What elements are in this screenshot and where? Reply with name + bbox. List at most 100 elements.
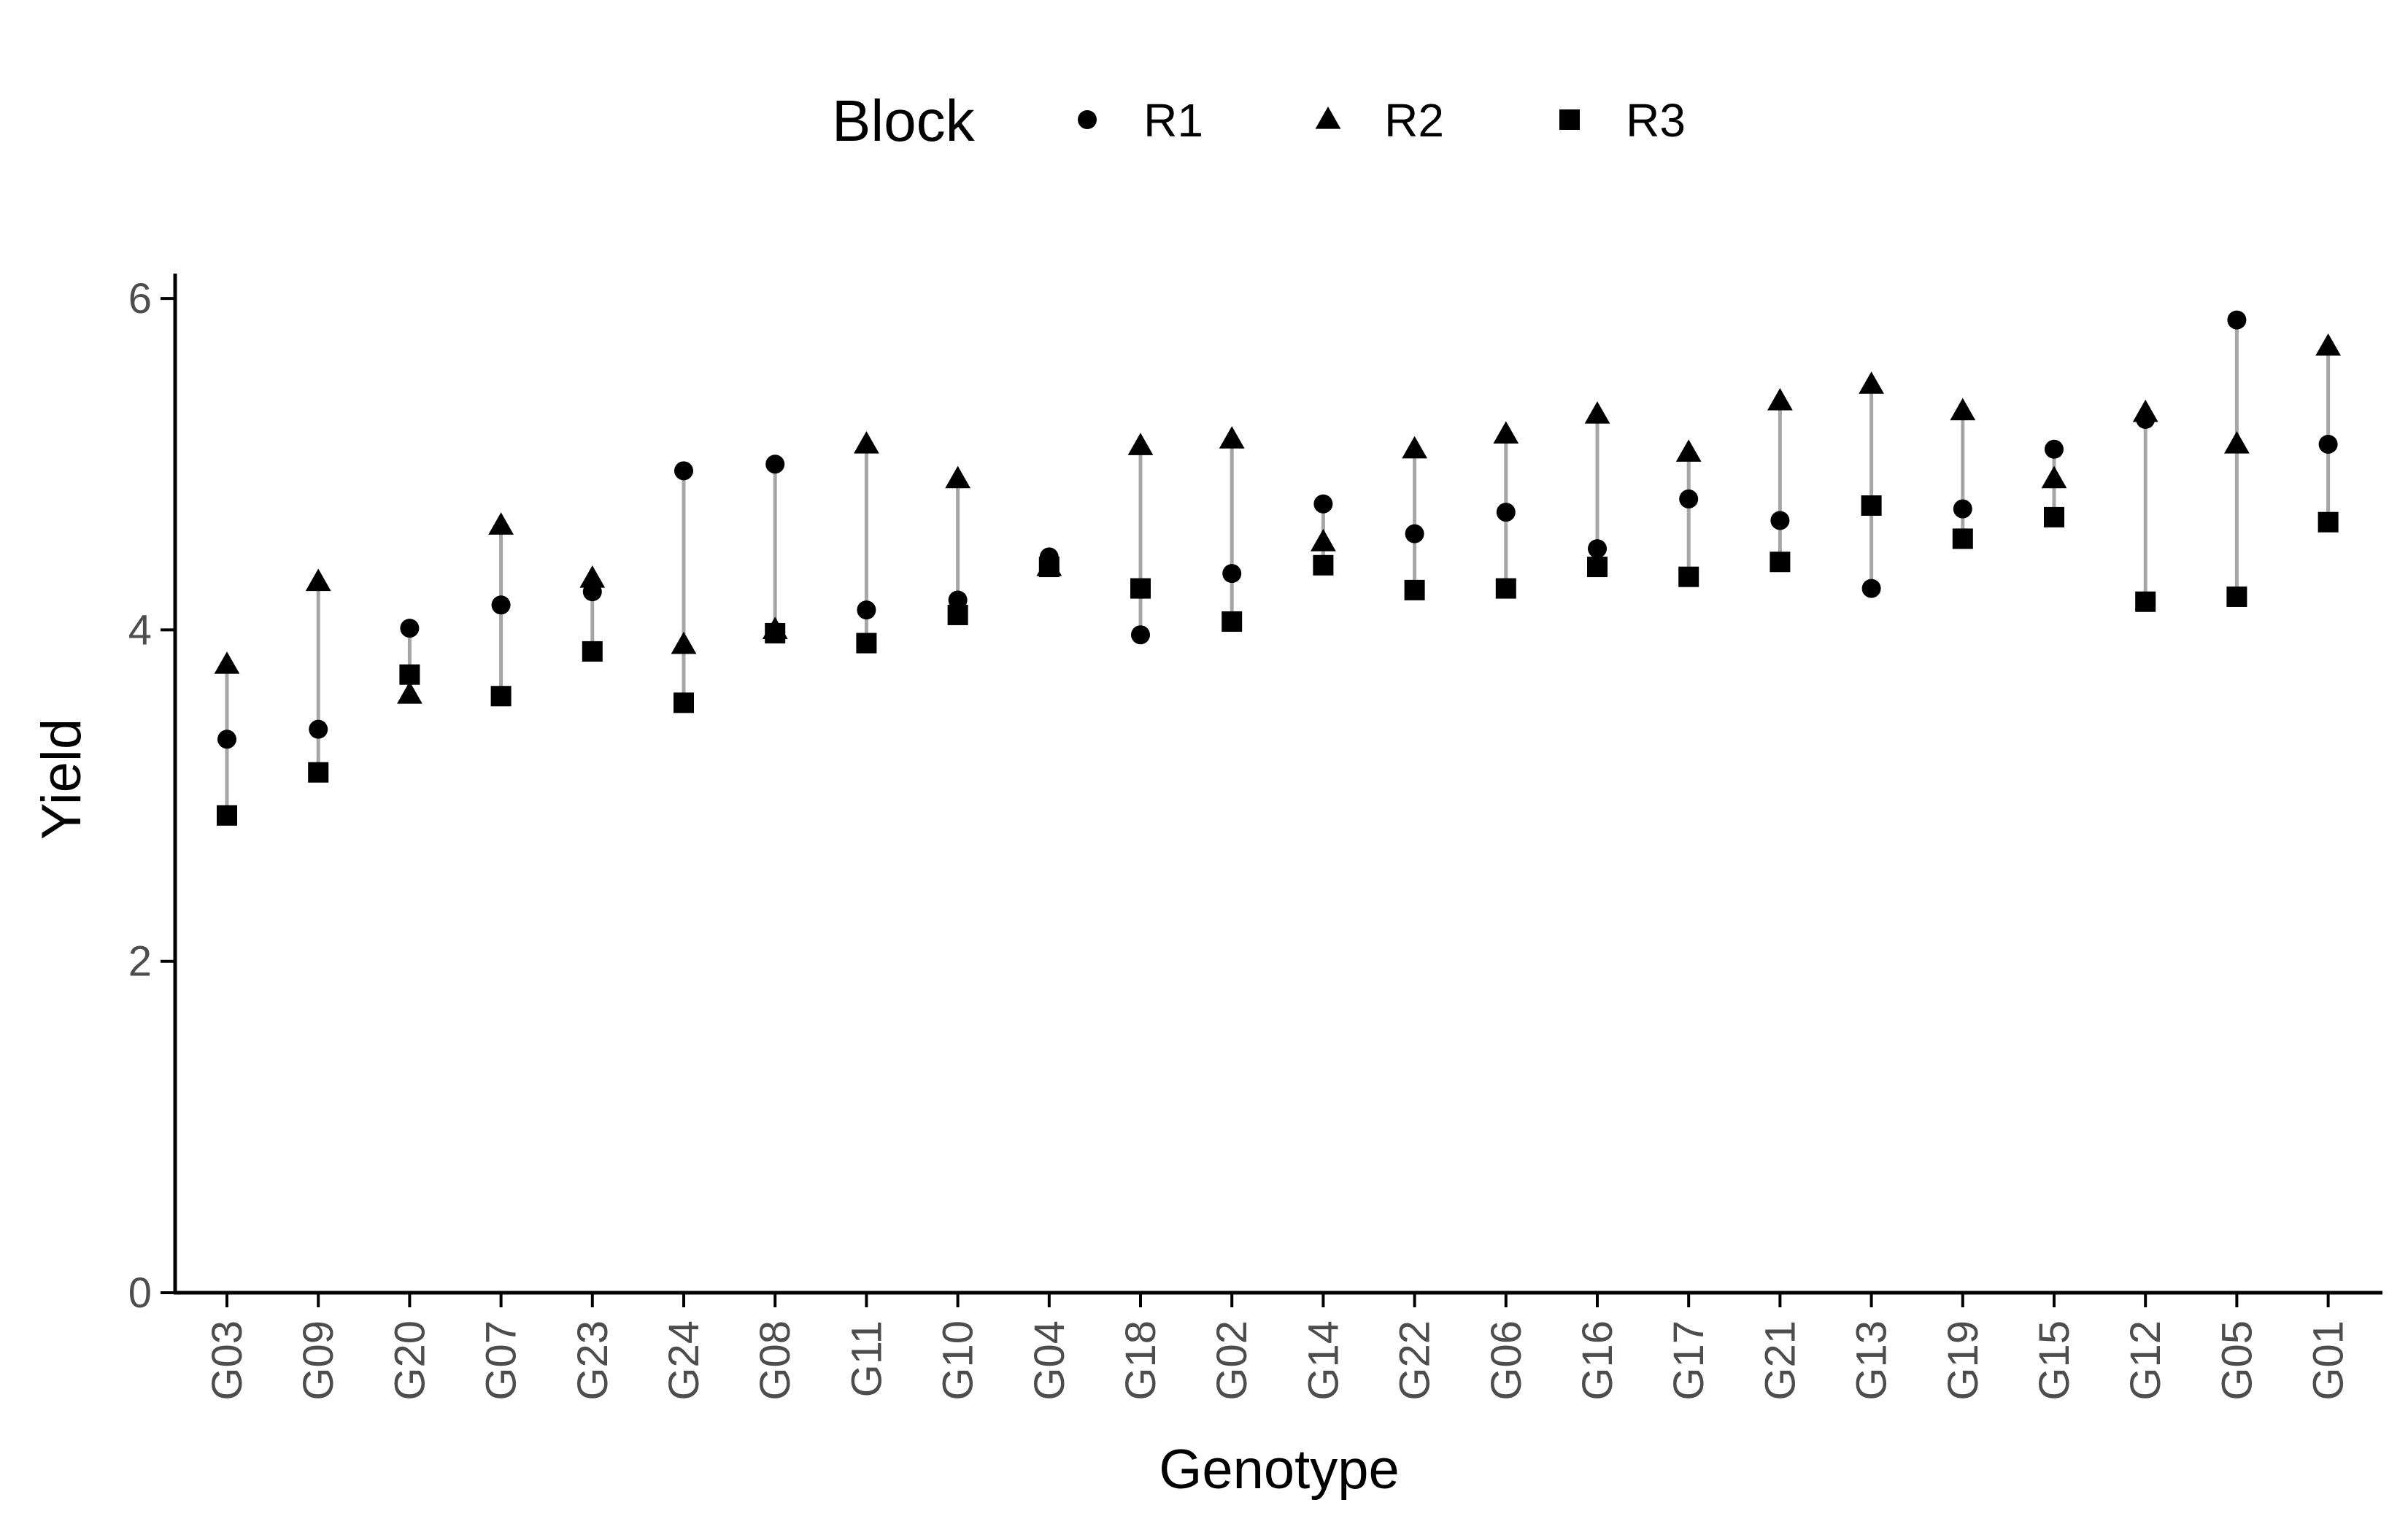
- legend-title: Block: [832, 88, 976, 153]
- point-R1-G18: [1131, 625, 1150, 645]
- point-R1-G15: [2045, 439, 2064, 459]
- x-tick-label-G19: G19: [1940, 1320, 1987, 1401]
- x-tick-label-G12: G12: [2122, 1320, 2169, 1401]
- point-R3-G21: [1770, 552, 1791, 573]
- x-tick-label-G08: G08: [752, 1320, 799, 1401]
- legend-label-R1: R1: [1143, 94, 1203, 147]
- point-R2-G20: [397, 681, 422, 704]
- point-R3-G12: [2135, 591, 2156, 612]
- point-R2-G14: [1311, 528, 1336, 552]
- x-tick-label-G10: G10: [935, 1320, 982, 1401]
- point-R2-G02: [1219, 426, 1245, 449]
- x-tick-label-G24: G24: [660, 1320, 708, 1401]
- axes: 0 2 4 6 G03 G09 G20 G07 G23 G24 G08 G11 G10 G04 G18 G02…: [128, 274, 2382, 1401]
- x-tick-label-G02: G02: [1208, 1320, 1256, 1401]
- y-axis-title: Yield: [31, 719, 93, 840]
- point-R2-G06: [1493, 421, 1519, 444]
- point-R2-G22: [1402, 436, 1427, 459]
- point-R2-G03: [214, 651, 240, 674]
- point-R3-G18: [1130, 578, 1151, 599]
- point-R3-G14: [1313, 554, 1334, 576]
- y-tick-label-2: 2: [128, 938, 152, 986]
- point-R1-G17: [1679, 489, 1699, 508]
- x-tick-label-G05: G05: [2213, 1320, 2261, 1401]
- point-R3-G04: [1038, 557, 1060, 578]
- point-R3-G02: [1222, 611, 1243, 632]
- point-R1-G24: [674, 461, 693, 481]
- point-R1-G20: [400, 619, 420, 638]
- point-R3-G13: [1861, 495, 1882, 517]
- legend: Block R1 R2 R3: [832, 88, 1686, 153]
- x-tick-label-G03: G03: [204, 1320, 251, 1401]
- x-tick-label-G15: G15: [2031, 1320, 2078, 1401]
- data-points: [214, 310, 2341, 826]
- point-R3-G08: [765, 622, 786, 643]
- point-R3-G17: [1678, 566, 1699, 587]
- point-R1-G01: [2318, 434, 2338, 454]
- point-R3-G22: [1404, 579, 1425, 600]
- point-R1-G19: [1953, 499, 1972, 519]
- point-R3-G06: [1495, 578, 1516, 599]
- legend-label-R2: R2: [1384, 94, 1444, 147]
- x-tick-label-G04: G04: [1026, 1320, 1073, 1401]
- x-tick-label-G23: G23: [569, 1320, 617, 1401]
- legend-item-R3: R3: [1559, 94, 1686, 147]
- point-R2-G01: [2315, 333, 2341, 356]
- y-tick-label-6: 6: [128, 275, 152, 322]
- legend-key-R1: [1078, 110, 1097, 129]
- point-R3-G03: [217, 805, 237, 826]
- point-R3-G16: [1587, 557, 1608, 578]
- point-R3-G05: [2226, 586, 2247, 607]
- x-tick-label-G21: G21: [1756, 1320, 1804, 1401]
- point-R2-G10: [945, 465, 970, 489]
- x-tick-label-G17: G17: [1665, 1320, 1713, 1401]
- point-R2-G09: [305, 568, 331, 592]
- point-R1-G14: [1313, 494, 1333, 514]
- point-R1-G02: [1222, 564, 1242, 584]
- point-R1-G13: [1861, 579, 1881, 598]
- point-R2-G21: [1767, 387, 1793, 411]
- x-tick-label-G09: G09: [295, 1320, 342, 1401]
- x-tick-label-G22: G22: [1392, 1320, 1439, 1401]
- point-R3-G01: [2318, 511, 2339, 533]
- point-R3-G07: [490, 686, 512, 707]
- y-tick-label-4: 4: [128, 606, 152, 654]
- point-R3-G24: [674, 692, 694, 713]
- legend-key-R2: [1315, 107, 1341, 129]
- point-R1-G21: [1770, 511, 1790, 530]
- point-R3-G19: [1952, 528, 1973, 549]
- x-tick-label-G14: G14: [1300, 1320, 1347, 1401]
- point-R3-G09: [308, 762, 329, 783]
- x-tick-label-G06: G06: [1483, 1320, 1530, 1401]
- point-R1-G05: [2227, 310, 2247, 330]
- point-R1-G08: [765, 454, 785, 474]
- point-R2-G17: [1675, 439, 1702, 462]
- point-R1-G11: [857, 600, 876, 620]
- point-R1-G16: [1588, 539, 1607, 559]
- legend-item-R1: R1: [1078, 94, 1203, 147]
- point-R1-G22: [1405, 524, 1424, 543]
- point-R3-G20: [399, 664, 420, 685]
- point-R2-G23: [579, 565, 606, 588]
- x-tick-label-G16: G16: [1574, 1320, 1621, 1401]
- point-R2-G07: [488, 512, 514, 535]
- point-R2-G12: [2132, 399, 2158, 422]
- x-tick-label-G11: G11: [843, 1320, 890, 1397]
- y-tick-label-0: 0: [128, 1269, 152, 1317]
- legend-item-R2: R2: [1315, 94, 1444, 147]
- x-axis-title: Genotype: [1159, 1439, 1400, 1501]
- x-tick-label-G01: G01: [2305, 1320, 2353, 1401]
- x-tick-label-G07: G07: [478, 1320, 525, 1401]
- point-R3-G15: [2044, 506, 2064, 527]
- point-R1-G09: [309, 719, 328, 739]
- point-R3-G10: [947, 604, 968, 625]
- x-tick-label-G20: G20: [386, 1320, 433, 1401]
- point-R3-G23: [582, 641, 603, 662]
- point-R2-G15: [2041, 465, 2067, 489]
- point-R1-G06: [1496, 503, 1516, 522]
- point-R2-G18: [1127, 433, 1154, 455]
- legend-label-R3: R3: [1626, 94, 1686, 147]
- x-tick-label-G13: G13: [1848, 1320, 1896, 1401]
- point-R2-G24: [671, 631, 697, 654]
